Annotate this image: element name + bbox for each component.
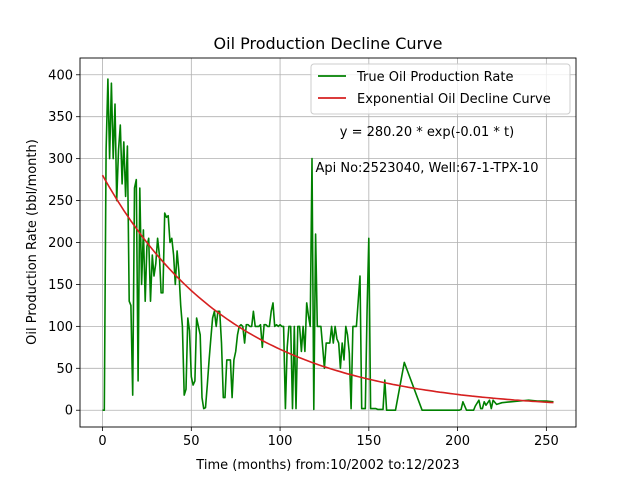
exponential-decline-line (101, 174, 554, 404)
series-layer (101, 78, 554, 412)
x-tick-label: 100 (268, 434, 293, 449)
y-tick-label: 200 (48, 236, 73, 251)
y-axis-label: Oil Production Rate (bbl/month) (25, 139, 40, 345)
legend-label-true: True Oil Production Rate (356, 70, 513, 85)
true-production-line (102, 78, 554, 412)
equation-annotation: y = 280.20 * exp(-0.01 * t) (340, 125, 514, 140)
y-tick-label: 100 (48, 320, 73, 335)
legend-label-exp: Exponential Oil Decline Curve (357, 92, 551, 107)
x-tick-label: 50 (183, 434, 200, 449)
y-tick-label: 0 (65, 404, 73, 419)
y-tick-label: 250 (48, 194, 73, 209)
x-tick-label: 150 (356, 434, 381, 449)
y-tick-label: 350 (48, 110, 73, 125)
well-annotation: Api No:2523040, Well:67-1-TPX-10 (315, 161, 538, 176)
y-tick-label: 300 (48, 152, 73, 167)
axes: 0 50 100 150 200 250 0 50 100 150 200 250 300 350 400 (48, 68, 559, 449)
legend: True Oil Production Rate Exponential Oil… (310, 63, 571, 115)
chart-title: Oil Production Decline Curve (214, 34, 443, 53)
x-tick-label: 200 (445, 434, 470, 449)
y-tick-label: 400 (48, 68, 73, 83)
y-tick-label: 150 (48, 278, 73, 293)
legend-box (310, 63, 571, 115)
x-tick-label: 0 (98, 434, 106, 449)
x-axis-label: Time (months) from:10/2002 to:12/2023 (195, 458, 459, 473)
x-tick-label: 250 (534, 434, 559, 449)
y-tick-label: 50 (56, 362, 73, 377)
